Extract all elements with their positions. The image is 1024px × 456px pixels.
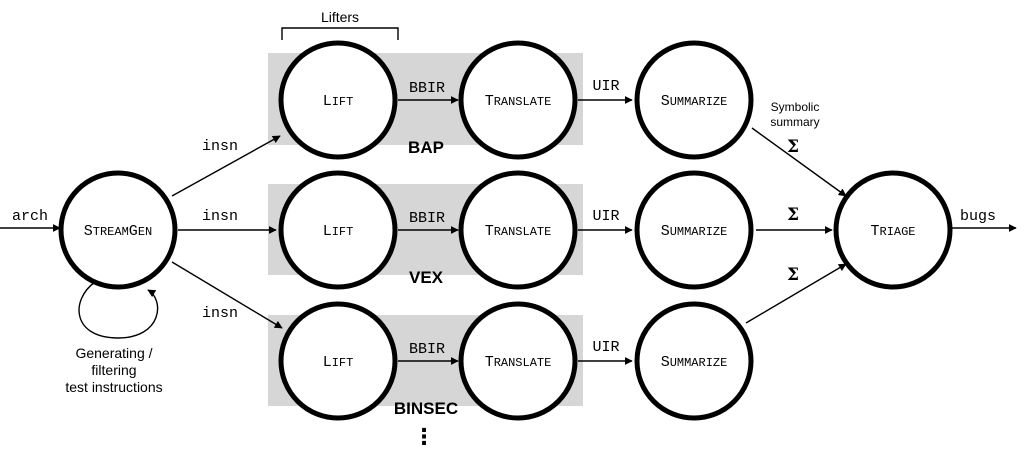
node-summarize-binsec: SUMMARIZE xyxy=(634,301,754,421)
bbir-label-2: BBIR xyxy=(409,210,445,227)
pipeline-label-vex: VEX xyxy=(409,268,444,287)
sigma-label-3: Σ xyxy=(787,265,799,285)
svg-text:SUMMARIZE: SUMMARIZE xyxy=(661,223,728,240)
node-lift-bap: LIFT xyxy=(278,40,398,160)
more-pipelines-ellipsis: ⋮ xyxy=(413,424,435,449)
edge-summarize-triage-3 xyxy=(745,263,847,324)
lifters-label: Lifters xyxy=(321,9,359,25)
node-lift-vex: LIFT xyxy=(278,170,398,290)
pipeline-label-bap: BAP xyxy=(408,138,444,157)
node-translate-binsec: TRANSLATE xyxy=(458,301,578,421)
edge-streamgen-lift-3 xyxy=(171,261,283,329)
svg-text:SUMMARIZE: SUMMARIZE xyxy=(661,93,728,110)
svg-text:LIFT: LIFT xyxy=(323,223,354,240)
uir-label-1: UIR xyxy=(592,78,619,95)
node-lift-binsec: LIFT xyxy=(278,301,398,421)
bugs-output-label: bugs xyxy=(960,208,996,225)
node-summarize-bap: SUMMARIZE xyxy=(634,40,754,160)
uir-label-2: UIR xyxy=(592,208,619,225)
bbir-label-1: BBIR xyxy=(409,80,445,97)
svg-text:TRANSLATE: TRANSLATE xyxy=(485,354,552,371)
symbolic-summary-line2: summary xyxy=(770,115,819,129)
svg-text:SUMMARIZE: SUMMARIZE xyxy=(661,354,728,371)
bbir-label-3: BBIR xyxy=(409,341,445,358)
edge-streamgen-lift-1 xyxy=(171,135,281,197)
svg-text:LIFT: LIFT xyxy=(323,354,354,371)
svg-text:TRANSLATE: TRANSLATE xyxy=(485,93,552,110)
node-translate-vex: TRANSLATE xyxy=(458,170,578,290)
uir-label-3: UIR xyxy=(592,339,619,356)
pipeline-label-binsec: BINSEC xyxy=(394,399,458,418)
svg-text:STREAMGEN: STREAMGEN xyxy=(84,223,152,240)
symbolic-summary-line1: Symbolic xyxy=(771,100,820,114)
generating-label-line3: test instructions xyxy=(65,379,162,395)
generating-label-line2: filtering xyxy=(91,362,136,378)
node-translate-bap: TRANSLATE xyxy=(458,40,578,160)
sigma-label-2: Σ xyxy=(787,205,799,225)
streamgen-self-loop xyxy=(78,281,159,339)
node-streamgen: STREAMGEN xyxy=(58,170,178,290)
arch-input-label: arch xyxy=(12,208,48,225)
svg-text:LIFT: LIFT xyxy=(323,93,354,110)
node-triage: TRIAGE xyxy=(833,170,953,290)
sigma-label-1: Σ xyxy=(787,137,799,157)
lifters-bracket xyxy=(281,27,399,40)
insn-label-2: insn xyxy=(202,208,238,225)
node-summarize-vex: SUMMARIZE xyxy=(634,170,754,290)
svg-text:TRANSLATE: TRANSLATE xyxy=(485,223,552,240)
insn-label-3: insn xyxy=(202,305,238,322)
edge-summarize-triage-1 xyxy=(751,127,847,197)
svg-text:TRIAGE: TRIAGE xyxy=(870,223,915,240)
insn-label-1: insn xyxy=(202,138,238,155)
generating-label-line1: Generating / xyxy=(75,345,152,361)
